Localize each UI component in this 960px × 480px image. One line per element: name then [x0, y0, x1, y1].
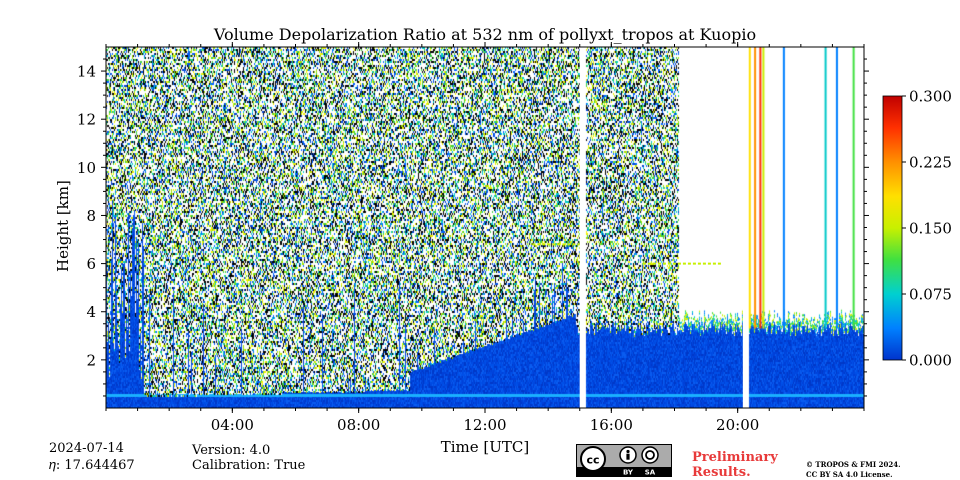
- cc-license-badge: cc BY SA: [576, 444, 672, 477]
- preliminary-line-2: Results.: [692, 465, 751, 480]
- colorbar-tick-label: 0.150: [909, 220, 952, 238]
- colorbar-tick-label: 0.000: [909, 352, 952, 370]
- y-tick-label: 6: [86, 255, 96, 273]
- axis-ticks: [101, 42, 869, 413]
- y-tick-label: 8: [86, 207, 96, 225]
- data-gap-5: [742, 47, 749, 408]
- data-gap-4: [579, 47, 586, 408]
- version-label: Version: 4.0: [192, 443, 271, 458]
- x-tick-label: 20:00: [716, 416, 759, 434]
- license-line-2: CC BY SA 4.0 License.: [806, 470, 893, 479]
- calibration-label: Calibration: True: [192, 458, 306, 473]
- x-tick-label: 04:00: [211, 416, 254, 434]
- preliminary-results: Preliminary Results.: [692, 450, 778, 480]
- y-tick-label: 12: [77, 111, 96, 129]
- license-line-1: © TROPOS & FMI 2024.: [806, 460, 901, 469]
- eta-label: 𝜂: 17.644467: [49, 458, 135, 473]
- y-tick-label: 4: [86, 303, 96, 321]
- x-tick-label: 16:00: [590, 416, 633, 434]
- preliminary-line-1: Preliminary: [692, 450, 778, 465]
- colorbar-tick-label: 0.075: [909, 286, 952, 304]
- y-tick-label: 14: [77, 63, 96, 81]
- svg-text:SA: SA: [645, 469, 656, 477]
- colorbar-tick-label: 0.300: [909, 88, 952, 106]
- license-text: © TROPOS & FMI 2024. CC BY SA 4.0 Licens…: [806, 460, 901, 480]
- chart-title: Volume Depolarization Ratio at 532 nm of…: [213, 25, 757, 44]
- colorbar-tick-label: 0.225: [909, 154, 952, 172]
- y-tick-label: 10: [77, 159, 96, 177]
- colorbar: [882, 95, 903, 361]
- sa-icon: [641, 446, 659, 464]
- y-axis-label: Height [km]: [54, 180, 72, 272]
- depolarization-heatmap: [106, 47, 864, 408]
- heatmap-overlay: [532, 47, 749, 408]
- axis-tick-labels: 2 4 6 8 10 12 14 04:00 08:00 12:00 16:00 20:00: [77, 63, 759, 434]
- colorbar-ticks: 0.300 0.225 0.150 0.075 0.000: [902, 88, 952, 370]
- date-label: 2024-07-14: [49, 441, 124, 456]
- x-tick-label: 12:00: [463, 416, 506, 434]
- x-tick-label: 08:00: [337, 416, 380, 434]
- cc-icon: [580, 446, 606, 472]
- svg-text:BY: BY: [623, 469, 634, 477]
- y-tick-label: 2: [86, 351, 96, 369]
- svg-text:cc: cc: [586, 454, 599, 467]
- x-axis-label: Time [UTC]: [440, 438, 530, 456]
